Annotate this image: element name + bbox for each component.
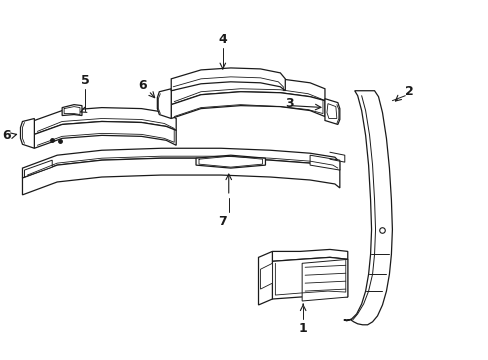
Polygon shape	[302, 259, 347, 301]
Polygon shape	[22, 148, 339, 178]
Polygon shape	[157, 89, 171, 118]
Text: 7: 7	[218, 215, 227, 228]
Polygon shape	[272, 249, 347, 261]
Text: 5: 5	[81, 74, 89, 87]
Polygon shape	[309, 155, 339, 170]
Text: 4: 4	[218, 33, 227, 46]
Polygon shape	[258, 251, 272, 305]
Text: 2: 2	[405, 85, 413, 98]
Polygon shape	[272, 257, 347, 299]
Text: 6: 6	[138, 79, 146, 92]
Polygon shape	[196, 155, 265, 168]
Polygon shape	[20, 118, 34, 148]
Text: 3: 3	[285, 97, 293, 110]
Polygon shape	[326, 104, 336, 118]
Polygon shape	[22, 158, 339, 195]
Polygon shape	[171, 78, 325, 105]
Text: 1: 1	[298, 322, 307, 335]
Polygon shape	[343, 91, 391, 325]
Polygon shape	[62, 105, 82, 116]
Polygon shape	[171, 68, 285, 91]
Polygon shape	[260, 263, 272, 289]
Polygon shape	[24, 160, 52, 177]
Polygon shape	[34, 108, 176, 134]
Polygon shape	[171, 92, 325, 118]
Polygon shape	[34, 121, 176, 148]
Polygon shape	[325, 99, 339, 125]
Text: 6: 6	[2, 129, 11, 142]
